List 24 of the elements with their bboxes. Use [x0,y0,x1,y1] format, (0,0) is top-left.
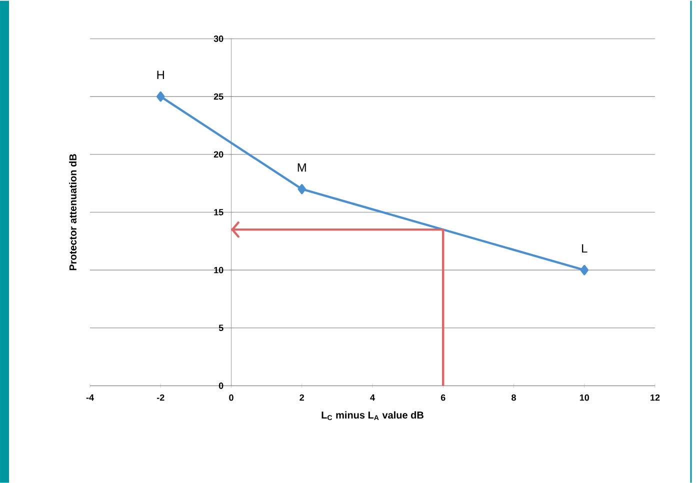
x-tick-label: 6 [440,394,446,401]
x-axis-title: L$_{C}$ minus L$_{A}$ value dB [322,411,424,420]
x-tick-label: 0 [229,394,234,401]
y-tick-label: 10 [214,266,224,274]
x-tick-label: 2 [300,394,304,400]
point [156,91,165,102]
y-tick-label: 5 [218,324,224,331]
y-tick-label: 20 [214,150,224,158]
y-tick-label: 0 [218,382,224,389]
y-tick-label: 25 [214,93,224,100]
x-tick-label: -4 [86,394,94,400]
point [580,264,588,275]
annotation: H [157,70,164,79]
annotation: M [298,163,306,172]
point [298,184,306,194]
x-tick-label: -2 [156,394,164,400]
y-tick-label: 30 [214,35,224,42]
x-tick-label: 4 [370,394,375,400]
x-tick-label: 10 [580,394,590,401]
x-tick-label: 8 [512,394,516,401]
x-tick-label: 12 [650,394,660,400]
y-axis-title: Protector attenuation dB [69,154,76,270]
annotation: L [582,244,588,252]
y-tick-label: 15 [214,208,224,216]
